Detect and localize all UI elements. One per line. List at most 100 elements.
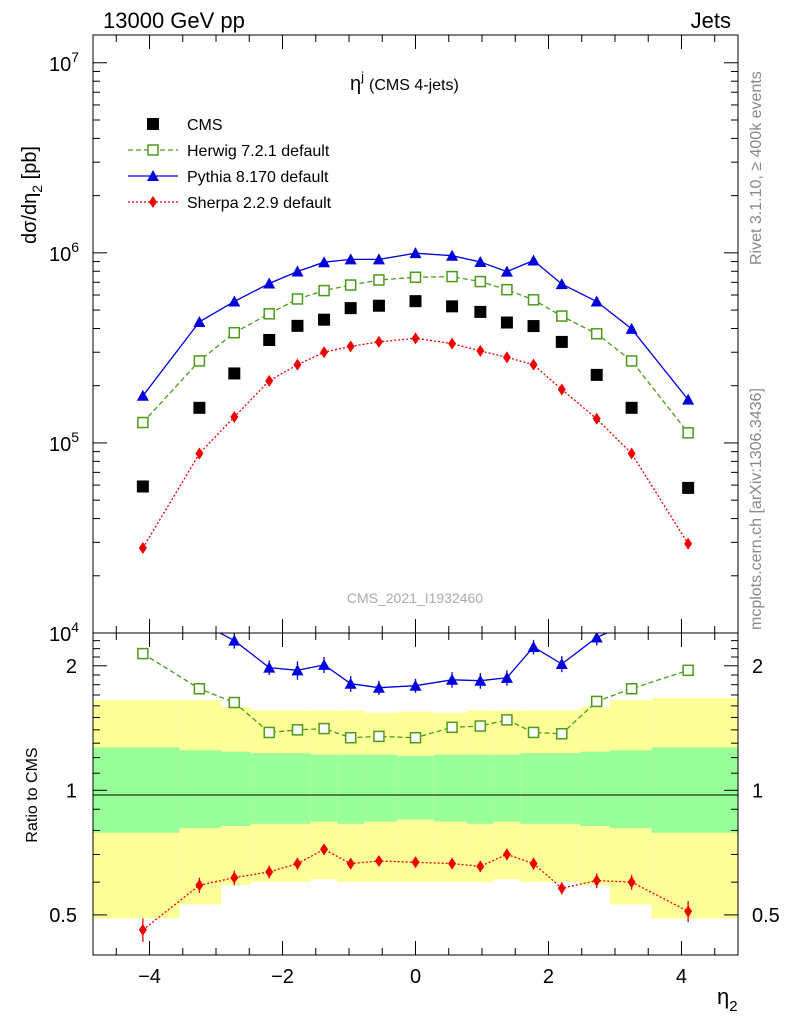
ratio-point-1-15: [626, 616, 638, 627]
legend-item-1: Herwig 7.2.1 default: [128, 143, 330, 160]
ratio-point-1-1: [193, 616, 205, 627]
main-point-1-7: [373, 274, 385, 286]
main-point-1-2: [228, 326, 241, 339]
ratio-point-2-15: [627, 876, 636, 889]
main-point-0-11: [500, 316, 513, 329]
main-point-2-8: [409, 247, 422, 259]
ratio-point-2-9: [448, 857, 457, 870]
ratio-point-0-0: [137, 647, 149, 660]
band-inner-11: [493, 754, 521, 822]
ratio-x-tick-label-3: 2: [543, 966, 554, 988]
ratio-point-1-16: [682, 603, 694, 614]
legend-label-2: Pythia 8.170 default: [187, 169, 329, 186]
main-series-3: [138, 332, 693, 555]
ratio-point-1-8: [409, 679, 422, 691]
ratio-point-2-6: [346, 857, 355, 870]
legend-item-3: Sherpa 2.2.9 default: [128, 195, 332, 212]
main-y-label-b: [pb]: [19, 146, 41, 185]
mcplots-label: mcplots.cern.ch [arXiv:1306.3436]: [748, 388, 765, 630]
ratio-point-0-15: [625, 682, 638, 695]
ratio-point-1-11: [500, 671, 513, 683]
main-point-2-15: [625, 322, 638, 334]
main-point-3-11: [502, 351, 511, 364]
main-point-2-6: [344, 253, 357, 265]
ratio-point-2-16: [684, 905, 693, 918]
band-inner-16: [651, 747, 738, 833]
band-inner-5: [310, 754, 338, 822]
main-title-sup: j: [360, 69, 364, 84]
ratio-y-tick-label-right-0: 0.5: [752, 905, 780, 927]
main-point-1-5: [318, 284, 330, 297]
legend-marker-3: [149, 196, 157, 208]
band-inner-14: [580, 751, 610, 826]
main-y-tick-exp-1: 5: [71, 429, 79, 445]
main-point-2-14: [590, 295, 603, 307]
main-point-0-6: [344, 302, 357, 315]
main-y-label-sub: 2: [29, 185, 45, 193]
legend: CMS Herwig 7.2.1 default Pythia 8.170 defa…: [128, 117, 332, 212]
ratio-point-1-3: [263, 661, 276, 673]
main-point-0-9: [446, 300, 459, 313]
main-plot-area: [136, 247, 695, 555]
ratio-point-1-2: [228, 634, 241, 646]
ratio-point-2-13: [557, 882, 566, 895]
band-inner-9: [433, 754, 468, 822]
ratio-series-2: [138, 843, 693, 943]
main-point-3-2: [230, 410, 239, 423]
ratio-bands: [93, 698, 738, 919]
main-y-tick-label-0: 104: [49, 619, 79, 646]
ratio-x-axis-label: η2: [717, 984, 738, 1015]
ratio-point-2-1: [195, 879, 204, 892]
ratio-point-2-7: [374, 854, 383, 867]
main-point-1-13: [556, 310, 568, 322]
ratio-y-tick-label-left-2: 2: [66, 656, 77, 678]
ratio-point-0-14: [590, 695, 603, 708]
main-point-3-7: [374, 335, 383, 348]
main-point-0-5: [318, 313, 331, 326]
main-title: ηj (CMS 4-jets): [350, 69, 459, 95]
ratio-point-0-12: [527, 726, 540, 739]
main-point-3-10: [476, 344, 485, 357]
ratio-point-2-10: [476, 860, 485, 873]
main-y-label-a: dσ/dη: [19, 193, 41, 244]
ratio-point-0-1: [193, 682, 206, 695]
main-point-1-0: [137, 416, 149, 429]
ratio-point-1-6: [344, 677, 357, 689]
band-inner-0: [93, 747, 180, 833]
ratio-point-0-6: [344, 731, 357, 744]
ratio-point-1-0: [137, 603, 149, 614]
band-inner-1: [179, 750, 222, 829]
main-y-axis-label: dσ/dη2 [pb]: [19, 146, 45, 244]
ratio-point-1-7: [372, 681, 385, 693]
main-point-0-2: [228, 367, 241, 380]
band-inner-12: [520, 753, 544, 824]
ratio-point-2-11: [502, 848, 511, 861]
ratio-point-1-5: [318, 658, 331, 670]
main-point-2-13: [555, 278, 568, 290]
main-point-0-0: [136, 480, 149, 493]
main-point-2-0: [136, 389, 149, 401]
main-point-3-0: [138, 542, 147, 555]
ratio-point-0-7: [373, 730, 385, 743]
header-left: 13000 GeV pp: [103, 8, 245, 33]
ratio-point-2-2: [230, 871, 239, 884]
ratio-point-2-0: [138, 923, 147, 936]
main-point-0-8: [409, 295, 422, 308]
main-point-0-14: [590, 368, 603, 381]
legend-marker-0: [147, 118, 159, 130]
main-point-0-13: [555, 335, 568, 348]
ratio-point-1-12: [527, 641, 540, 653]
main-point-2-10: [474, 256, 487, 268]
main-y-tick-exp-3: 7: [71, 49, 79, 65]
main-point-0-7: [372, 299, 385, 312]
ratio-x-tick-label-2: 0: [410, 966, 421, 988]
ratio-y-tick-label-left-0: 0.5: [49, 905, 77, 927]
ratio-x-label-a: η: [717, 984, 729, 1009]
main-point-3-13: [557, 383, 566, 396]
legend-label-3: Sherpa 2.2.9 default: [187, 195, 332, 212]
legend-item-0: CMS: [147, 117, 223, 134]
main-point-1-3: [263, 308, 275, 320]
main-point-1-9: [446, 270, 458, 283]
main-point-3-9: [448, 337, 457, 350]
ratio-x-axis: −4 −2 0 2 4: [115, 633, 716, 988]
